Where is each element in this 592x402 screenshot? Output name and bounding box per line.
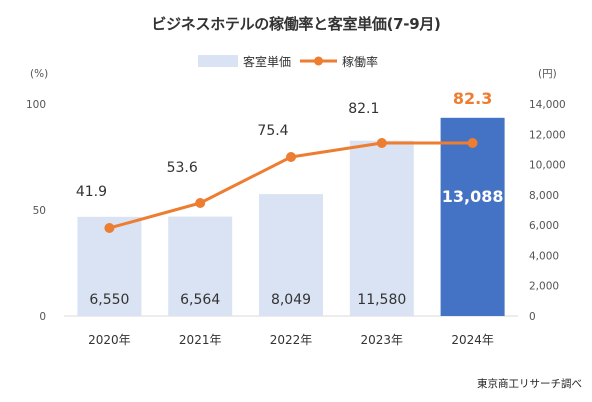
legend-swatch-bar bbox=[198, 55, 238, 67]
left-axis-tick: 100 bbox=[26, 99, 46, 111]
left-axis-tick: 50 bbox=[33, 205, 46, 217]
bar-value-label: 13,088 bbox=[442, 187, 504, 206]
right-axis-tick: 10,000 bbox=[529, 160, 566, 172]
x-axis-tick: 2022年 bbox=[270, 333, 313, 347]
x-axis-tick: 2023年 bbox=[361, 333, 404, 347]
chart-title: ビジネスホテルの稼働率と客室単価(7-9月) bbox=[151, 15, 441, 33]
line-series bbox=[104, 138, 478, 233]
data-labels: 6,550 6,564 8,049 11,580 13,088 41.9 53.6 75.4 8… bbox=[76, 89, 504, 308]
line-value-label: 82.3 bbox=[453, 89, 492, 108]
right-axis-tick: 12,000 bbox=[529, 129, 566, 141]
right-axis-tick: 8,000 bbox=[529, 190, 559, 202]
right-axis-tick: 4,000 bbox=[529, 250, 559, 262]
bar-value-label: 8,049 bbox=[271, 292, 311, 308]
bar-series bbox=[77, 117, 505, 316]
bar-value-label: 11,580 bbox=[357, 292, 406, 308]
line-value-label: 75.4 bbox=[257, 123, 288, 139]
legend-swatch-marker bbox=[314, 56, 323, 66]
right-axis-tick: 0 bbox=[529, 311, 536, 323]
legend-label-bar: 客室単価 bbox=[243, 54, 291, 69]
axes: (%) 0 50 100 (円) 0 2,000 4,000 6,000 8,000 10,000 1… bbox=[26, 68, 566, 347]
bar-value-label: 6,564 bbox=[180, 292, 220, 308]
x-axis-tick: 2024年 bbox=[451, 333, 494, 347]
legend-label-line: 稼働率 bbox=[342, 54, 378, 69]
line-marker bbox=[376, 138, 387, 148]
bar bbox=[349, 140, 414, 316]
x-axis-tick: 2020年 bbox=[88, 333, 131, 347]
right-axis-unit: (円) bbox=[538, 68, 557, 80]
line-value-label: 41.9 bbox=[76, 184, 107, 200]
source-note: 東京商工リサーチ調べ bbox=[477, 378, 582, 390]
right-axis-tick: 2,000 bbox=[529, 281, 559, 293]
line-marker bbox=[195, 198, 206, 208]
bar-value-label: 6,550 bbox=[89, 292, 129, 308]
line-marker bbox=[467, 138, 478, 148]
right-axis-tick: 14,000 bbox=[529, 99, 566, 111]
right-axis-tick: 6,000 bbox=[529, 220, 559, 232]
line-marker bbox=[104, 223, 115, 233]
line-marker bbox=[286, 152, 296, 162]
legend: 客室単価 稼働率 bbox=[198, 54, 378, 69]
bar bbox=[168, 216, 233, 316]
left-axis-tick: 0 bbox=[39, 311, 46, 323]
left-axis-unit: (%) bbox=[30, 68, 48, 80]
line-value-label: 82.1 bbox=[348, 101, 379, 117]
bar bbox=[77, 216, 142, 316]
bar bbox=[259, 194, 323, 316]
line-value-label: 53.6 bbox=[167, 160, 198, 176]
bar bbox=[440, 117, 505, 316]
x-axis-tick: 2021年 bbox=[179, 333, 222, 347]
